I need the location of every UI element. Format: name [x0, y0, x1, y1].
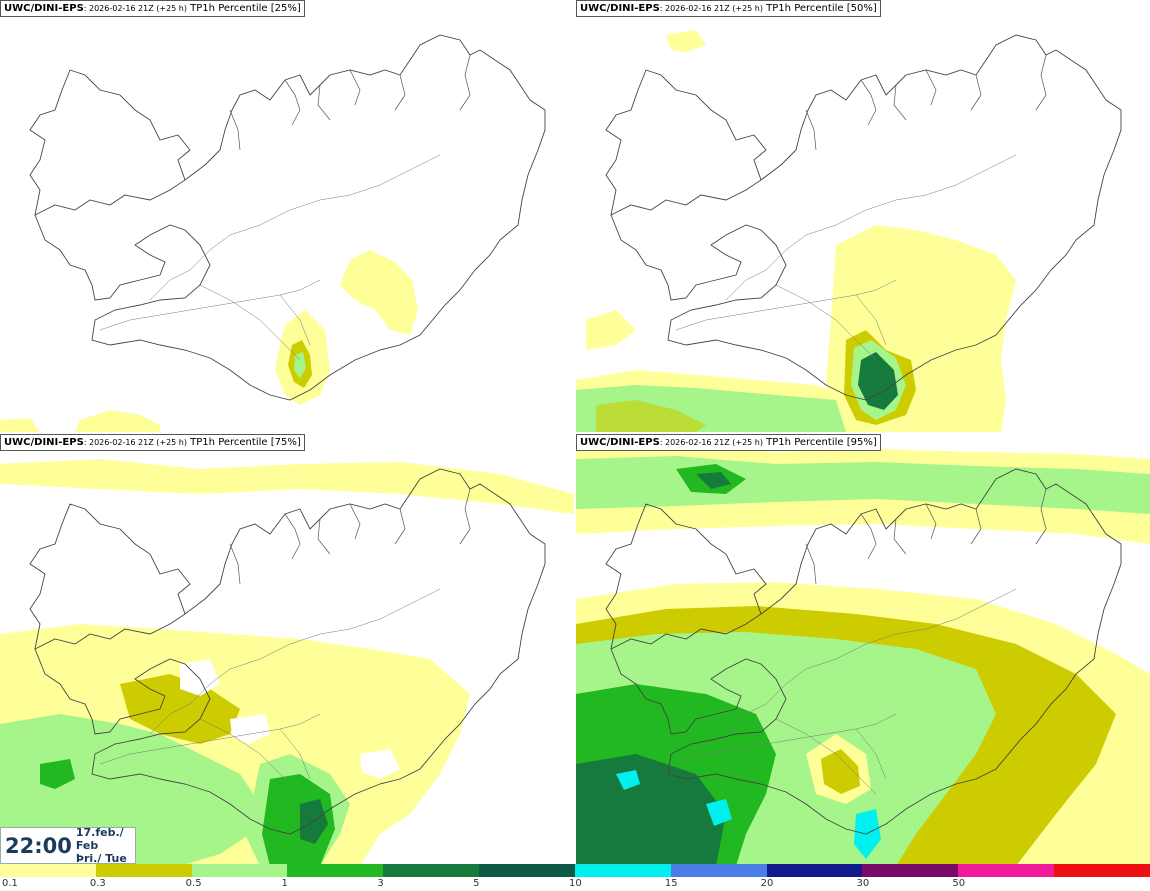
run-info: : 2026-02-16 21Z (+25 h) [659, 438, 763, 447]
legend-swatch [0, 864, 96, 877]
panel-title: UWC/DINI-EPS: 2026-02-16 21Z (+25 h) TP1… [0, 0, 305, 17]
date-label: 17.feb./ Feb [75, 826, 124, 852]
legend-swatch [95, 864, 192, 877]
valid-time-box: 22:00 17.feb./ Feb Þri./ Tue [0, 826, 136, 865]
field-name: TP1h Percentile [50%] [766, 3, 877, 14]
panel-title: UWC/DINI-EPS: 2026-02-16 21Z (+25 h) TP1… [576, 0, 881, 17]
run-info: : 2026-02-16 21Z (+25 h) [83, 4, 187, 13]
model-name: UWC/DINI-EPS [580, 3, 660, 14]
legend-colorbar [0, 864, 1150, 877]
field-name: TP1h Percentile [25%] [190, 3, 301, 14]
weekday-label: Þri./ Tue [75, 852, 127, 865]
map-panel-p25: UWC/DINI-EPS: 2026-02-16 21Z (+25 h) TP1… [0, 0, 574, 432]
color-legend: 0.1 0.3 0.5 1 3 5 10 15 20 30 50 [0, 862, 1150, 891]
legend-tick-label: 0.1 [2, 878, 18, 889]
legend-swatch [383, 864, 480, 877]
legend-swatch [191, 864, 288, 877]
panel-title: UWC/DINI-EPS: 2026-02-16 21Z (+25 h) TP1… [0, 434, 305, 451]
precip-map-p95 [576, 446, 1150, 866]
legend-swatch [862, 864, 959, 877]
legend-tick-label: 5 [473, 878, 480, 889]
legend-tick-label: 30 [856, 878, 870, 889]
legend-swatch [958, 864, 1055, 877]
legend-swatch [287, 864, 384, 877]
legend-swatch [1054, 864, 1150, 877]
legend-tick-label: 15 [664, 878, 678, 889]
field-name: TP1h Percentile [95%] [766, 437, 877, 448]
legend-tick-label: 50 [952, 878, 966, 889]
legend-ticks: 0.1 0.3 0.5 1 3 5 10 15 20 30 50 [0, 878, 1150, 891]
model-name: UWC/DINI-EPS [4, 437, 84, 448]
map-panel-p50: UWC/DINI-EPS: 2026-02-16 21Z (+25 h) TP1… [576, 0, 1150, 432]
legend-swatch [766, 864, 863, 877]
legend-swatch [670, 864, 767, 877]
legend-tick-label: 3 [377, 878, 384, 889]
map-panel-p75: UWC/DINI-EPS: 2026-02-16 21Z (+25 h) TP1… [0, 434, 574, 866]
legend-swatch [574, 864, 671, 877]
model-name: UWC/DINI-EPS [580, 437, 660, 448]
legend-tick-label: 10 [569, 878, 582, 889]
valid-date: 17.feb./ Feb Þri./ Tue [76, 826, 135, 865]
legend-tick-label: 20 [760, 878, 774, 889]
field-name: TP1h Percentile [75%] [190, 437, 301, 448]
precip-map-p75 [0, 459, 574, 866]
run-info: : 2026-02-16 21Z (+25 h) [83, 438, 187, 447]
precip-map-p50 [576, 30, 1122, 432]
legend-tick-label: 1 [281, 878, 288, 889]
map-panel-p95: UWC/DINI-EPS: 2026-02-16 21Z (+25 h) TP1… [576, 434, 1150, 866]
valid-time: 22:00 [5, 833, 72, 858]
legend-tick-label: 0.5 [185, 878, 202, 889]
panel-title: UWC/DINI-EPS: 2026-02-16 21Z (+25 h) TP1… [576, 434, 881, 451]
model-name: UWC/DINI-EPS [4, 3, 84, 14]
legend-swatch [479, 864, 575, 877]
legend-tick-label: 0.3 [89, 878, 106, 889]
run-info: : 2026-02-16 21Z (+25 h) [659, 4, 763, 13]
precip-map-p25 [0, 34, 546, 432]
